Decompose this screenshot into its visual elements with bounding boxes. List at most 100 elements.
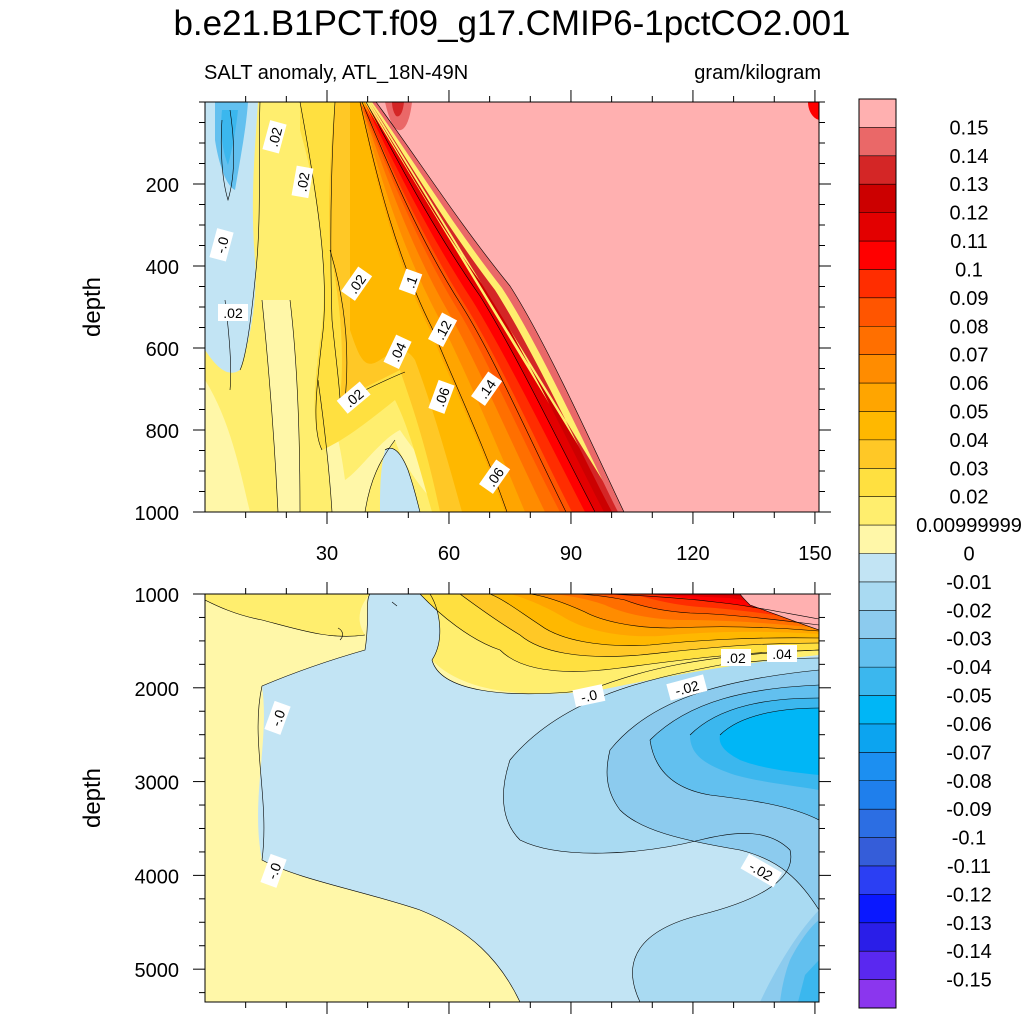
upper-y-axis: 200 400 600 800 1000 [135, 101, 831, 525]
x-tick-label: 120 [676, 543, 709, 565]
contour-label-background [341, 266, 373, 301]
upper-y-axis-label: depth [79, 277, 106, 337]
contour-label-text: .04 [387, 340, 410, 365]
y-tick-label: 2000 [135, 679, 180, 701]
colorbar-box [859, 127, 896, 157]
y-tick-label: 5000 [135, 960, 180, 982]
colorbar-tick-label: -0.05 [946, 686, 992, 708]
colorbar-tick-label: -0.07 [946, 742, 992, 764]
upper-panel: .02.02-.0.02.02.1.12.04.14.02.06.06 2004… [79, 90, 832, 565]
colorbar-tick-label: 0.12 [950, 203, 989, 225]
colorbar-box [859, 809, 896, 838]
y-tick-label: 600 [146, 339, 179, 361]
contour-label: .06 [428, 379, 455, 414]
colorbar-tick-label: 0.15 [950, 117, 989, 139]
contour-label-background [428, 312, 458, 347]
colorbar-tick-label: -0.14 [946, 941, 992, 963]
colorbar-tick-label: 0.07 [950, 345, 989, 367]
colorbar-box [859, 439, 896, 469]
contour-label-text: .1 [401, 274, 420, 291]
y-tick-label: 3000 [135, 773, 180, 795]
contour-label-background [479, 459, 511, 494]
colorbar-box [859, 695, 896, 725]
colorbar-tick-label: 0.14 [950, 146, 989, 168]
y-tick-label: 200 [146, 175, 179, 197]
contour-label: -.0 [264, 700, 291, 735]
contour-label-text: -.0 [212, 235, 232, 255]
variable-subtitle: SALT anomaly, ATL_18N-49N [204, 62, 469, 84]
colorbar-tick-label: -0.11 [947, 856, 991, 878]
colorbar-tick-label: 0 [963, 544, 974, 566]
colorbar-box [859, 610, 896, 640]
contour-label-text: -.02 [673, 677, 701, 699]
contour-label-text: -.0 [579, 686, 599, 705]
contour-label: .04 [767, 645, 797, 662]
colorbar-tick-label: 0.03 [950, 458, 989, 480]
contour-label-background [767, 645, 797, 662]
contour-label-text: .02 [726, 650, 746, 666]
colorbar-tick-label: -0.02 [946, 600, 992, 622]
contour-label: -.0 [260, 853, 287, 888]
colorbar-box [859, 241, 896, 270]
contour-label-background [398, 268, 423, 296]
colorbar-tick-label: -0.13 [946, 913, 992, 935]
y-tick-label: 4000 [135, 866, 180, 888]
colorbar-box [859, 723, 896, 753]
colorbar-tick-label: 0.09 [950, 288, 989, 310]
colorbar: 0.15 0.14 0.13 0.12 0.11 0.1 0.09 0.08 0.07 0.06 0… [858, 98, 1022, 1009]
colorbar-tick-label: -0.1 [952, 828, 986, 850]
colorbar-box [859, 979, 896, 1009]
contour-label: .02 [291, 165, 314, 199]
colorbar-box [859, 553, 896, 583]
x-tick-label: 60 [438, 543, 460, 565]
contour-label-background [471, 371, 503, 406]
colorbar-box [859, 894, 896, 924]
colorbar-tick-label: 0.08 [950, 316, 989, 338]
colorbar-tick-label: -0.04 [946, 657, 992, 679]
colorbar-tick-label: 0.06 [950, 373, 989, 395]
contour-label: .02 [721, 649, 751, 666]
contour-label-background [218, 304, 248, 321]
colorbar-tick-label: -0.09 [946, 799, 992, 821]
colorbar-tick-label: 0.05 [950, 401, 989, 423]
colorbar-box [859, 581, 896, 611]
contour-label: -.02 [666, 674, 708, 701]
contour-label-background [291, 165, 314, 199]
colorbar-box [859, 155, 896, 185]
units-subtitle: gram/kilogram [694, 62, 821, 84]
y-tick-label: 400 [146, 257, 179, 279]
chart-title: b.e21.B1PCT.f09_g17.CMIP6-1pctCO2.001 [173, 4, 851, 43]
contour-label-text: .02 [293, 171, 312, 193]
colorbar-box [859, 525, 896, 554]
lower-panel: .04.02-.02-.0-.0-.0 -.02 1000200030004000… [79, 582, 831, 1014]
colorbar-box [859, 411, 896, 441]
contour-label: -.0 [572, 684, 606, 707]
contour-label: .1 [398, 268, 423, 296]
contour-label: -.0 [209, 228, 234, 262]
contour-label-background [383, 334, 412, 369]
colorbar-box [859, 638, 896, 668]
colorbar-tick-label: 0.13 [950, 174, 989, 196]
contour-label-background [262, 120, 287, 154]
contour-label-background [740, 853, 782, 888]
colorbar-tick-label: -0.08 [946, 771, 992, 793]
contour-label-text: .02 [265, 125, 286, 148]
colorbar-box [859, 496, 896, 526]
colorbar-box [859, 667, 896, 696]
contour-label: .04 [383, 334, 412, 369]
colorbar-box [859, 468, 896, 498]
contour-label-text: .02 [223, 305, 243, 321]
colorbar-tick-label: 0.11 [950, 231, 987, 253]
colorbar-tick-label: 0.02 [950, 487, 989, 509]
x-tick-label: 150 [798, 543, 831, 565]
x-tick-label: 90 [560, 543, 582, 565]
y-tick-label: 1000 [135, 503, 180, 525]
colorbar-tick-label: -0.12 [946, 884, 992, 906]
colorbar-box [859, 269, 896, 299]
colorbar-box [859, 922, 896, 952]
colorbar-box [859, 99, 896, 128]
colorbar-box [859, 951, 896, 980]
contour-label-background [264, 700, 291, 735]
y-tick-label: 1000 [135, 585, 180, 607]
